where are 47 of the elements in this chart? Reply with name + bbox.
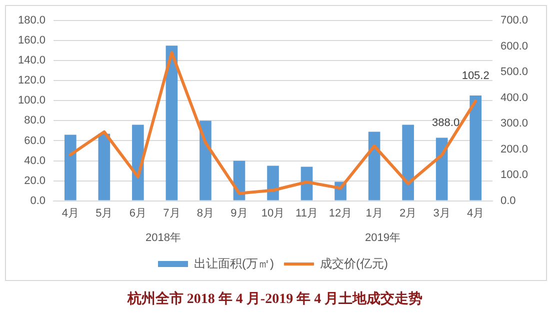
x-tick-label: 12月: [328, 207, 352, 220]
y2-tick-label: 300.0: [500, 118, 528, 130]
x-tick-label: 1月: [366, 207, 383, 220]
x-tick-label: 9月: [230, 207, 248, 220]
y-tick-label: 20.0: [24, 174, 46, 187]
y2-tick-label: 200.0: [500, 143, 528, 156]
bar: [166, 46, 178, 200]
x-tick-label: 3月: [433, 207, 450, 220]
y-tick-label: 0.0: [30, 194, 46, 207]
bar: [402, 124, 414, 200]
y-tick-label: 60.0: [24, 134, 46, 147]
data-label: 388.0: [432, 116, 460, 129]
x-tick-label: 8月: [196, 207, 214, 220]
y-tick-label: 160.0: [18, 34, 46, 47]
data-label: 105.2: [462, 70, 490, 82]
bar: [436, 138, 448, 200]
x-tick-label: 7月: [163, 207, 180, 220]
x-tick-label: 5月: [96, 207, 113, 220]
bar: [200, 120, 212, 200]
y-tick-label: 140.0: [18, 54, 46, 67]
y-tick-label: 80.0: [24, 114, 46, 127]
y2-tick-label: 700.0: [500, 14, 528, 27]
y2-tick-label: 400.0: [500, 92, 528, 104]
y-tick-label: 180.0: [18, 14, 46, 27]
text: 2018年: [146, 232, 182, 244]
y-tick-label: 100.0: [18, 94, 46, 107]
x-tick-label: 4月: [467, 207, 484, 220]
bar: [98, 134, 110, 200]
bar: [64, 134, 76, 200]
text: 杭州全市 2018 年 4 月-2019 年 4 月土地成交走势: [126, 290, 424, 308]
text: 2019年: [364, 232, 400, 244]
x-tick-label: 10月: [261, 207, 285, 220]
x-tick-label: 11月: [296, 207, 318, 220]
y2-tick-label: 100.0: [500, 169, 528, 182]
bar: [470, 95, 482, 200]
x-tick-label: 2月: [400, 207, 417, 220]
bar: [267, 166, 279, 200]
y2-tick-label: 600.0: [500, 40, 528, 52]
x-tick-label: 4月: [62, 207, 79, 220]
x-tick-label: 6月: [129, 207, 146, 220]
y2-tick-label: 500.0: [500, 66, 528, 78]
y2-tick-label: 0.0: [500, 194, 516, 207]
y-tick-label: 40.0: [24, 154, 46, 167]
legend-label: 出让面积(万㎡): [194, 256, 274, 270]
y-tick-label: 120.0: [18, 74, 46, 87]
bar: [368, 132, 380, 200]
legend-label: 成交价(亿元): [320, 256, 388, 270]
